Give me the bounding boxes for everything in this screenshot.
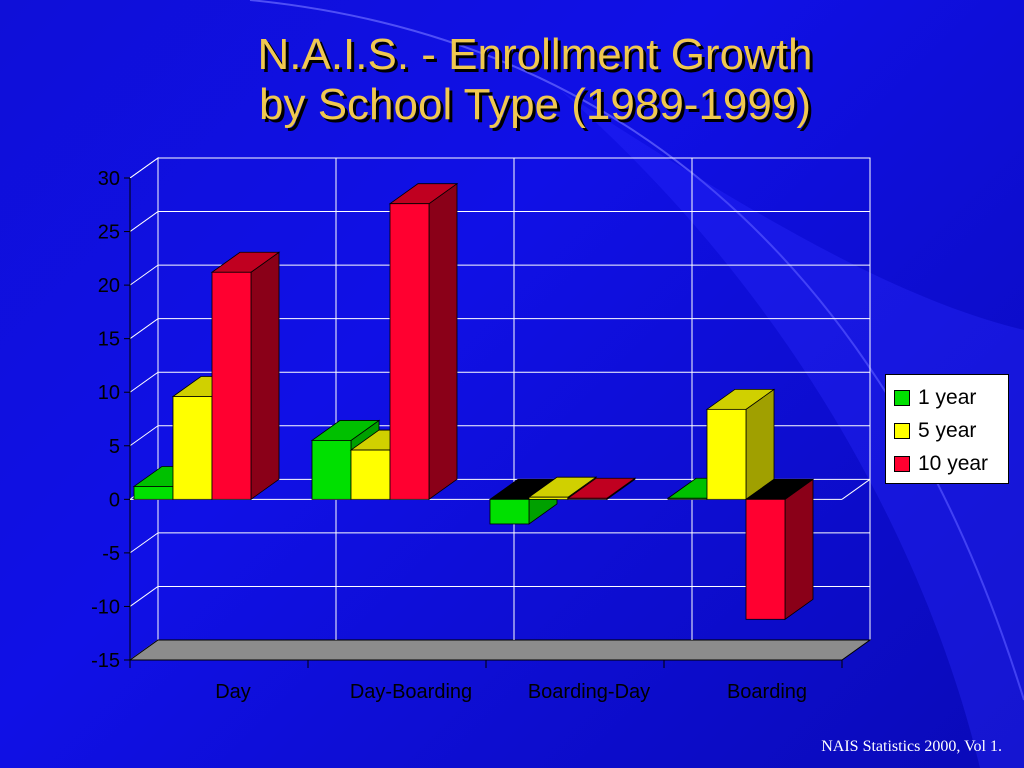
legend-swatch-1year (894, 389, 910, 406)
bar-front-face (667, 497, 708, 500)
y-tick-label: 25 (98, 222, 120, 244)
legend-swatch-10year (894, 455, 910, 472)
bar-side-face (784, 478, 814, 621)
bar-side-face (250, 251, 280, 501)
chart-legend: 1 year 5 year 10 year (885, 374, 1009, 484)
legend-label-5year: 5 year (918, 418, 977, 442)
bar-front-face (706, 408, 747, 500)
y-tick-label: 15 (98, 329, 120, 351)
title-line-2: by School Type (1989-1999) (259, 80, 811, 129)
bar-front-face (350, 449, 391, 500)
bar-front-face (489, 498, 530, 525)
bar-10year-boarding (744, 478, 815, 621)
bar-10year-day (210, 251, 281, 501)
bar-front-face (172, 396, 213, 500)
y-tick-label: -10 (91, 596, 120, 618)
bar-front-face (567, 497, 608, 500)
x-category-label: Boarding-Day (528, 681, 650, 703)
bar-5year-boarding (705, 388, 776, 501)
title-line-1: N.A.I.S. - Enrollment Growth (257, 30, 813, 79)
bar-front-face (528, 496, 569, 500)
y-tick-label: 20 (98, 275, 120, 297)
y-tick-label: 30 (98, 168, 120, 190)
gridline-side (129, 532, 159, 554)
bar-10year-day-boarding (388, 182, 459, 501)
gridline-side (129, 157, 159, 179)
legend-item-5year: 5 year (894, 414, 1000, 447)
legend-label-1year: 1 year (918, 385, 977, 409)
y-tick-label: -5 (102, 543, 120, 565)
gridline-side (129, 371, 159, 393)
gridline-side (129, 211, 159, 232)
bar-10year-boarding-day (566, 477, 637, 501)
y-tick-label: 0 (109, 489, 120, 511)
bar-front-face (389, 203, 430, 500)
bar-front-face (211, 271, 252, 500)
bar-side-face (428, 182, 458, 501)
x-category-label: Day-Boarding (350, 681, 472, 703)
y-tick-label: 10 (98, 382, 120, 404)
x-category-label: Boarding (727, 681, 807, 703)
plot-side-wall (129, 157, 159, 661)
gridline-side (129, 586, 159, 607)
legend-item-10year: 10 year (894, 447, 1000, 480)
bar-front-face (311, 440, 352, 500)
gridline-side (129, 425, 159, 447)
slide-title: N.A.I.S. - Enrollment Growth by School T… (0, 30, 1024, 130)
gridline-side (129, 264, 159, 286)
legend-swatch-5year (894, 422, 910, 439)
y-tick-label: 5 (109, 436, 120, 458)
bar-front-face (133, 486, 174, 500)
bar-front-face (745, 498, 786, 620)
legend-item-1year: 1 year (894, 381, 1000, 414)
zero-line-depth (841, 478, 871, 500)
legend-label-10year: 10 year (918, 451, 989, 475)
y-tick-label: -15 (91, 650, 120, 672)
x-category-label: Day (215, 681, 251, 703)
gridline-side (129, 318, 159, 340)
plot-floor (128, 639, 872, 661)
source-citation: NAIS Statistics 2000, Vol 1. (821, 738, 1002, 755)
